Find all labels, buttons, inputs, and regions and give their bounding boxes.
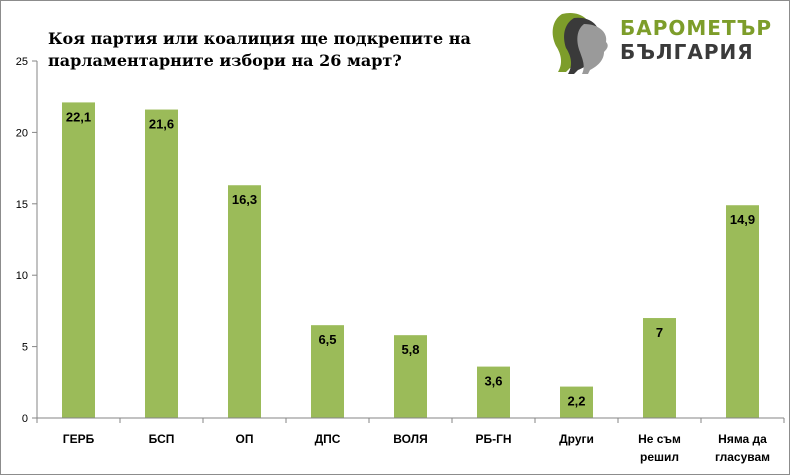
x-category-label: ГЕРБ bbox=[63, 432, 95, 446]
bar bbox=[311, 325, 344, 418]
bar-value-label: 14,9 bbox=[730, 212, 755, 227]
y-tick-label: 5 bbox=[22, 342, 28, 354]
logo-text-barometer: БАРОМЕТЪР bbox=[620, 16, 773, 40]
chart-title-line-2: парламентарните избори на 26 март? bbox=[48, 51, 402, 70]
y-tick-label: 10 bbox=[16, 270, 28, 282]
x-category-label: ВОЛЯ bbox=[393, 432, 427, 446]
bar-value-label: 2,2 bbox=[567, 394, 585, 409]
bar-value-label: 7 bbox=[656, 325, 663, 340]
bar bbox=[145, 109, 178, 418]
x-category-label: решил bbox=[640, 450, 679, 464]
bar bbox=[477, 366, 510, 418]
bar bbox=[228, 185, 261, 418]
chart-title: Коя партия или коалиция ще подкрепите на… bbox=[48, 28, 518, 72]
x-category-label: РБ-ГН bbox=[475, 432, 511, 446]
bar-value-label: 3,6 bbox=[484, 374, 502, 389]
logo-text-bulgaria: БЪЛГАРИЯ bbox=[620, 40, 754, 64]
x-category-label: ДПС bbox=[315, 432, 341, 446]
x-category-label: Други bbox=[559, 432, 594, 446]
y-tick-label: 20 bbox=[16, 127, 28, 139]
bar-value-label: 6,5 bbox=[318, 332, 336, 347]
bar bbox=[394, 335, 427, 418]
x-category-label: гласувам bbox=[715, 450, 770, 464]
x-category-label: БСП bbox=[149, 432, 175, 446]
bar-value-label: 22,1 bbox=[66, 109, 91, 124]
y-tick-label: 0 bbox=[22, 413, 28, 425]
y-tick-label: 25 bbox=[16, 56, 28, 68]
chart-title-line-1: Коя партия или коалиция ще подкрепите на bbox=[48, 29, 471, 48]
bar-value-label: 21,6 bbox=[149, 117, 174, 132]
faces-logo-icon bbox=[552, 12, 608, 74]
barometer-bulgaria-logo: БАРОМЕТЪР БЪЛГАРИЯ bbox=[548, 8, 788, 78]
bar-value-label: 16,3 bbox=[232, 192, 257, 207]
bar bbox=[62, 102, 95, 419]
bar bbox=[643, 318, 676, 418]
x-category-label: Няма да bbox=[718, 432, 767, 446]
x-category-label: Не съм bbox=[638, 432, 681, 446]
bar-value-label: 5,8 bbox=[401, 342, 419, 357]
bars bbox=[62, 102, 759, 419]
x-axis: ГЕРБ БСП ОП ДПС ВОЛЯ РБ-ГН Други Не съм решил Ням… bbox=[36, 417, 785, 464]
y-axis: 0 5 10 15 20 25 bbox=[16, 56, 38, 425]
bar bbox=[560, 386, 593, 418]
data-labels: 22,1 21,6 16,3 6,5 5,8 3,6 2,2 7 14,9 bbox=[66, 109, 755, 408]
y-tick-label: 15 bbox=[16, 199, 28, 211]
x-category-label: ОП bbox=[236, 432, 254, 446]
bar bbox=[726, 205, 759, 418]
